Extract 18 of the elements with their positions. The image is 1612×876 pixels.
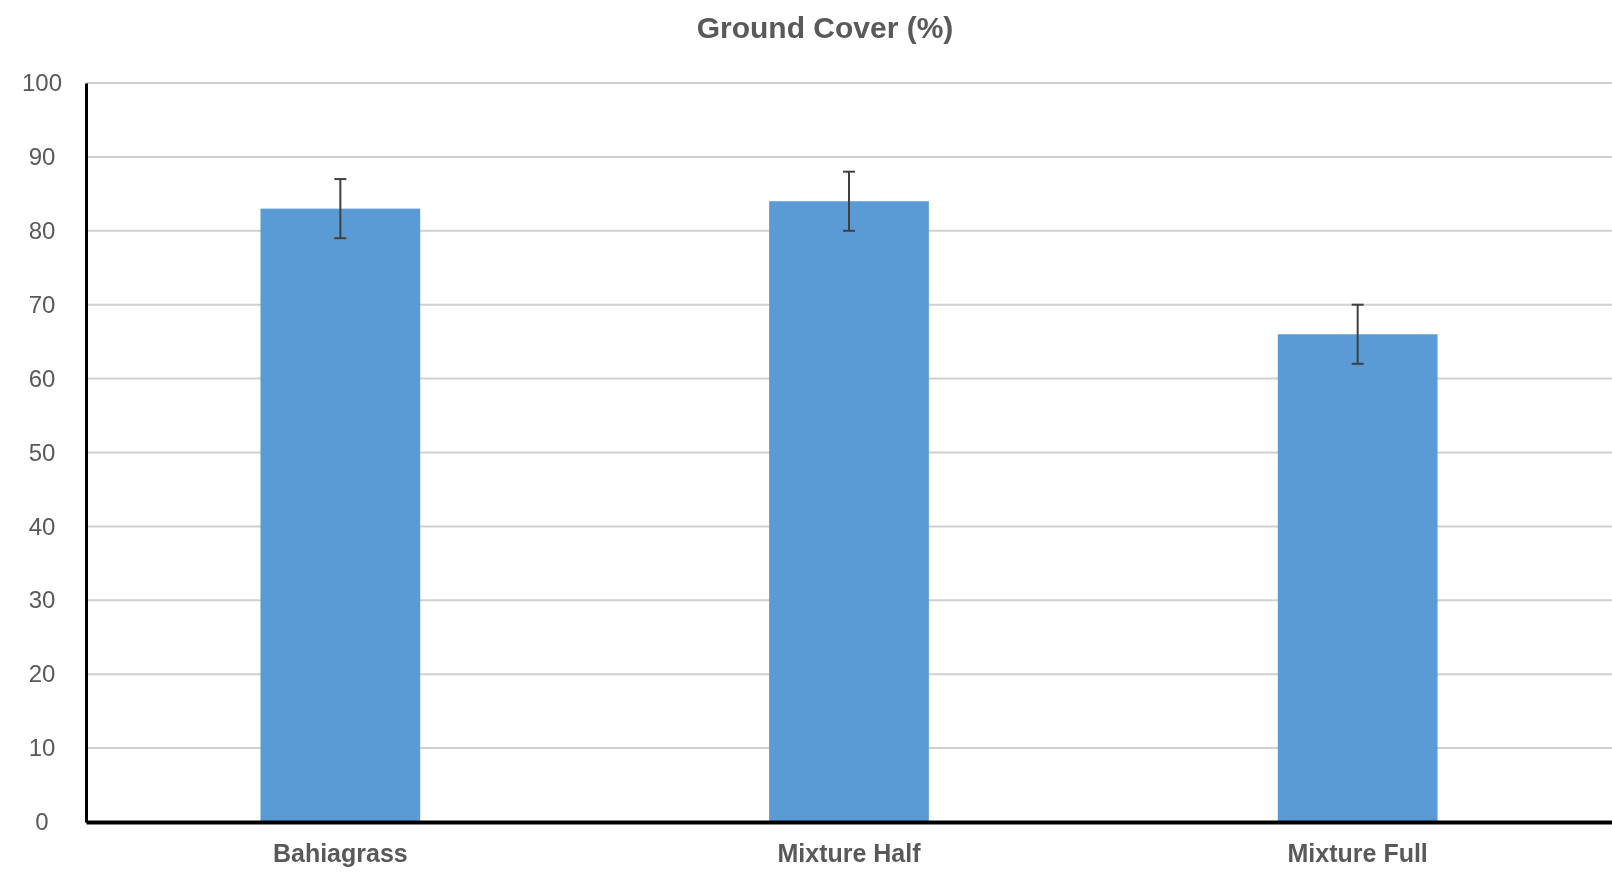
bar <box>769 201 929 822</box>
chart-title: Ground Cover (%) <box>696 11 954 44</box>
y-tick-label: 10 <box>28 734 56 762</box>
y-tick-label: 40 <box>28 512 56 540</box>
x-tick-label: Mixture Half <box>777 838 922 867</box>
x-tick-label: Bahiagrass <box>272 838 408 867</box>
y-tick-label: 20 <box>28 660 56 688</box>
bar <box>260 208 421 822</box>
y-tick-label: 0 <box>35 808 49 836</box>
y-tick-label: 60 <box>28 364 56 392</box>
y-tick-label: 80 <box>28 216 56 244</box>
x-tick-label: Mixture Full <box>1287 838 1428 867</box>
y-tick-label: 30 <box>28 586 56 614</box>
y-tick-label: 50 <box>28 438 56 466</box>
y-tick-label: 100 <box>21 69 63 97</box>
y-tick-label: 90 <box>28 143 56 171</box>
y-tick-label: 70 <box>28 290 56 318</box>
bar <box>1277 334 1438 822</box>
